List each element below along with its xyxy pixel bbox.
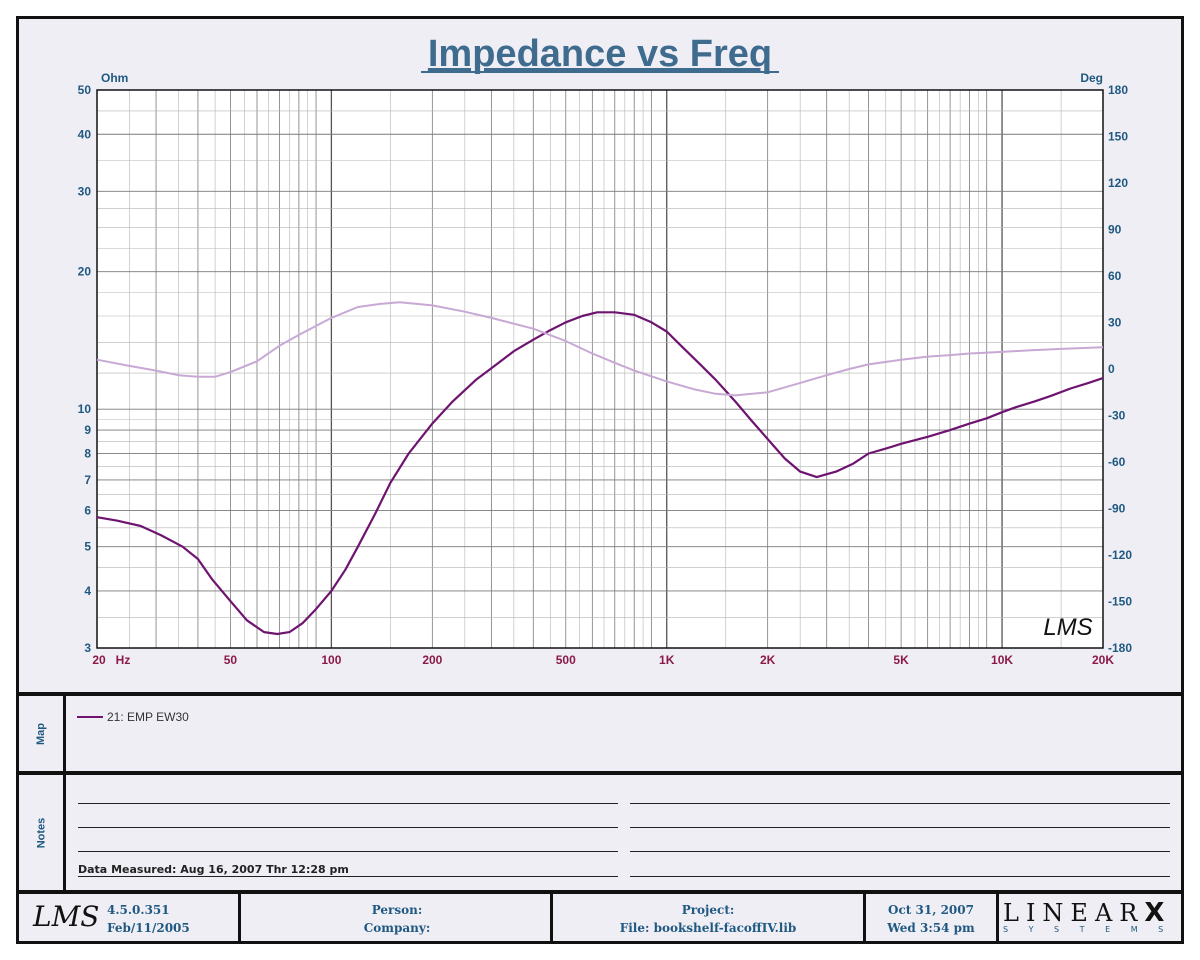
map-side-label: Map: [19, 696, 66, 771]
brand-logo: LINEAR X S Y S T E M S: [1003, 898, 1175, 934]
legend-item: 21: EMP EW30: [77, 710, 189, 724]
lms-watermark: LMS: [1043, 614, 1092, 641]
plot-border: [96, 89, 1104, 649]
impedance-series-line: [96, 311, 1104, 636]
y-right-tick-label: -150: [1108, 595, 1132, 609]
y-left-tick-label: 7: [84, 473, 91, 487]
footer-logo: LMS: [33, 900, 100, 933]
x-tick-label: 1K: [659, 653, 675, 667]
y-right-label: Deg: [1080, 71, 1103, 85]
y-right-tick-label: 60: [1108, 269, 1122, 283]
divider: [16, 890, 1184, 894]
y-left-tick-label: 10: [78, 402, 92, 416]
report-time: Wed 3:54 pm: [887, 921, 975, 935]
y-right-tick-label: 180: [1108, 83, 1128, 97]
project: Project:: [681, 903, 735, 917]
legend-swatch: [77, 716, 103, 718]
y-right-tick-label: -180: [1108, 641, 1132, 655]
person: Person:: [371, 903, 423, 917]
note-line: [630, 851, 1170, 852]
y-left-tick-label: 9: [84, 423, 91, 437]
y-left-label: Ohm: [101, 71, 128, 85]
y-right-tick-label: -120: [1108, 548, 1132, 562]
version: 4.5.0.351: [107, 903, 170, 917]
notes-panel: Notes Data Measured: Aug 16, 2007 Thr 12…: [19, 775, 1181, 890]
footer-divider: [863, 894, 866, 941]
note-line: [78, 876, 618, 877]
y-right-tick-label: 90: [1108, 223, 1122, 237]
note-line: [630, 876, 1170, 877]
x-tick-label: 100: [321, 653, 341, 667]
y-left-tick-label: 20: [78, 265, 92, 279]
y-left-tick-label: 30: [78, 184, 92, 198]
file-name: File: bookshelf-facoffIV.lib: [619, 921, 797, 935]
note-line: [78, 827, 618, 828]
x-tick-label: 10K: [991, 653, 1013, 667]
y-right-tick-label: 0: [1108, 362, 1115, 376]
x-tick-label: 20: [92, 653, 106, 667]
footer-divider: [238, 894, 241, 941]
x-tick-label: 50: [224, 653, 238, 667]
divider: [16, 771, 1184, 775]
report-date: Oct 31, 2007: [888, 903, 974, 917]
map-panel: Map 21: EMP EW30: [19, 696, 1181, 771]
y-right-tick-label: 120: [1108, 176, 1128, 190]
footer-divider: [996, 894, 999, 941]
x-tick-label: Hz: [116, 653, 131, 667]
impedance-chart: Impedance vs Freq Ohm Deg 20 Hz 50 100 200 50…: [78, 33, 1133, 667]
notes-label: Notes: [35, 817, 47, 848]
note-line: [630, 803, 1170, 804]
footer-divider: [550, 894, 553, 941]
x-tick-label: 20K: [1092, 653, 1114, 667]
y-left-tick-label: 4: [84, 584, 91, 598]
phase-series-line: [96, 301, 1104, 397]
y-left-tick-label: 3: [84, 641, 91, 655]
brand-sub: S Y S T E M S: [1003, 925, 1173, 934]
x-tick-label: 2K: [760, 653, 776, 667]
x-tick-label: 500: [556, 653, 576, 667]
x-tick-label: 200: [422, 653, 442, 667]
y-right-tick-label: 150: [1108, 130, 1128, 144]
note-line: [78, 803, 618, 804]
data-measured: Data Measured: Aug 16, 2007 Thr 12:28 pm: [78, 863, 349, 876]
footer: LMS 4.5.0.351 Feb/11/2005 Person: Compan…: [19, 894, 1181, 941]
note-line: [78, 851, 618, 852]
x-tick-label: 5K: [893, 653, 909, 667]
y-left-tick-label: 5: [84, 540, 91, 554]
y-left-tick-label: 8: [84, 446, 91, 460]
chart-title: Impedance vs Freq: [428, 33, 772, 75]
y-right-tick-label: -60: [1108, 455, 1126, 469]
plot-area: [97, 90, 1103, 648]
company: Company:: [363, 921, 431, 935]
y-right-tick-label: 30: [1108, 316, 1122, 330]
y-left-tick-label: 50: [78, 83, 92, 97]
y-right-tick-label: -90: [1108, 502, 1126, 516]
note-line: [630, 827, 1170, 828]
brand-x: X: [1144, 898, 1165, 928]
notes-side-label: Notes: [19, 775, 66, 890]
divider: [16, 692, 1184, 696]
version-date: Feb/11/2005: [107, 921, 190, 935]
y-right-tick-label: -30: [1108, 409, 1126, 423]
y-left-tick-label: 40: [78, 127, 92, 141]
brand-name: LINEAR: [1003, 899, 1145, 927]
y-left-tick-label: 6: [84, 504, 91, 518]
legend-text: 21: EMP EW30: [107, 710, 189, 724]
map-label: Map: [35, 722, 47, 745]
